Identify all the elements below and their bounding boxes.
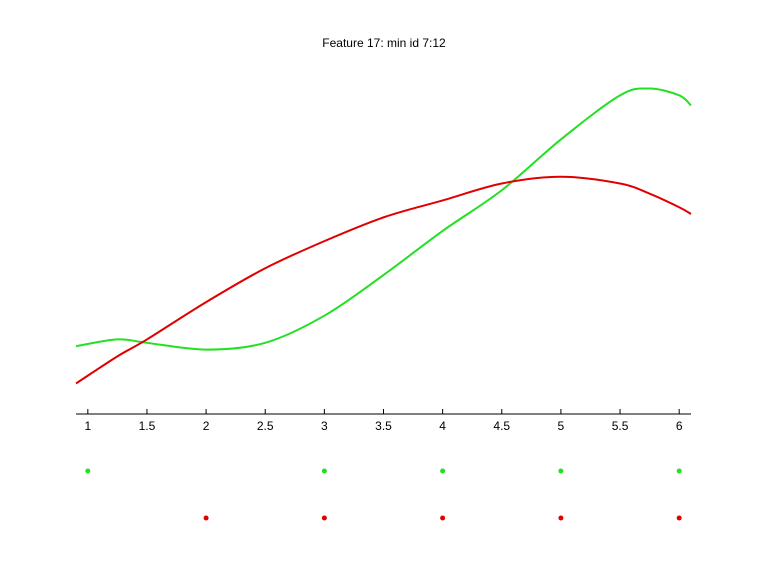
x-tick-label: 3.5 bbox=[375, 419, 392, 433]
x-tick-label: 2.5 bbox=[257, 419, 274, 433]
marker-dot bbox=[558, 515, 564, 521]
x-tick-label: 5 bbox=[558, 419, 565, 433]
series-line bbox=[75, 175, 692, 385]
x-tick-label: 6 bbox=[676, 419, 683, 433]
x-tick-label: 2 bbox=[203, 419, 210, 433]
marker-dot bbox=[321, 515, 327, 521]
marker-dot bbox=[440, 515, 446, 521]
x-tick-label: 4.5 bbox=[493, 419, 510, 433]
series-line bbox=[75, 87, 692, 351]
x-tick-label: 1 bbox=[84, 419, 91, 433]
x-tick-label: 4 bbox=[439, 419, 446, 433]
x-tick-label: 3 bbox=[321, 419, 328, 433]
marker-dot bbox=[85, 468, 91, 474]
x-tick-label: 1.5 bbox=[139, 419, 156, 433]
marker-dot bbox=[440, 468, 446, 474]
x-tick-label: 5.5 bbox=[612, 419, 629, 433]
marker-dot bbox=[321, 468, 327, 474]
marker-dot bbox=[203, 515, 209, 521]
marker-dot bbox=[676, 515, 682, 521]
marker-dot bbox=[558, 468, 564, 474]
marker-dot bbox=[676, 468, 682, 474]
chart-title: Feature 17: min id 7:12 bbox=[322, 36, 446, 50]
